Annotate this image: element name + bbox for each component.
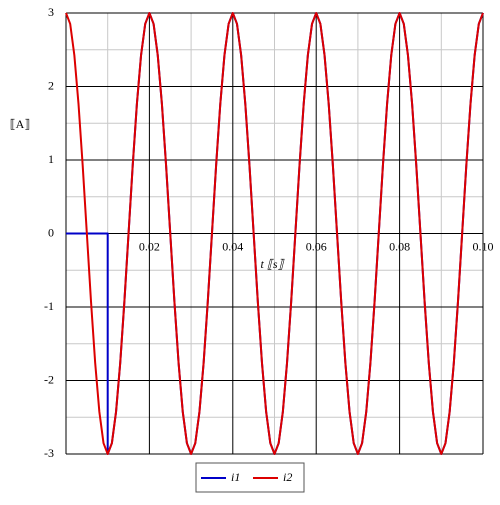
plot-lines xyxy=(65,12,484,455)
x-axis-label: t ⟦s⟧ xyxy=(261,257,286,271)
y-tick-label: 3 xyxy=(48,5,54,19)
y-tick-label: 1 xyxy=(48,152,54,166)
x-tick-label: 0.02 xyxy=(139,239,160,253)
series-line xyxy=(65,12,484,455)
x-tick-label: 0.10 xyxy=(473,239,494,253)
legend: i1 i2 xyxy=(201,470,292,484)
y-tick-label: -1 xyxy=(44,299,54,313)
x-tick-label: 0.06 xyxy=(306,239,327,253)
x-tick-label: 0.04 xyxy=(222,239,243,253)
legend-label: i2 xyxy=(283,470,292,484)
y-tick-label: 0 xyxy=(48,225,54,239)
y-tick-label: -2 xyxy=(44,372,54,386)
y-axis-label: ⟦A⟧ xyxy=(10,117,31,131)
y-tick-label: -3 xyxy=(44,446,54,460)
grid: -3 -2 -1 0 1 2 3 0.02 0.04 0.06 0.08 0.10 xyxy=(44,5,494,460)
x-tick-label: 0.08 xyxy=(389,239,410,253)
y-tick-label: 2 xyxy=(48,78,54,92)
legend-label: i1 xyxy=(231,470,240,484)
